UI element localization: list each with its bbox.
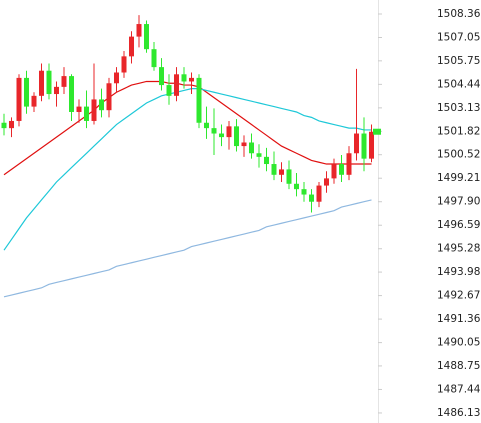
candle-body <box>249 142 254 154</box>
moving-average-line <box>3 80 372 176</box>
y-tick-label: 1496.59 <box>437 219 480 231</box>
candle-body <box>39 70 44 96</box>
y-tick-label: 1486.13 <box>437 407 480 419</box>
candle-body <box>136 24 142 37</box>
candle-body <box>316 185 322 202</box>
candle-body <box>286 169 292 184</box>
candle-body <box>114 72 119 84</box>
y-tick-label: 1505.75 <box>437 55 480 67</box>
candle-body <box>1 122 7 129</box>
candle-body <box>264 156 269 165</box>
candle-body <box>61 76 67 87</box>
moving-average-line <box>3 88 372 251</box>
y-tick-label: 1508.36 <box>437 8 481 20</box>
last-price-marker <box>373 128 381 135</box>
candle-body <box>24 77 29 107</box>
y-tick-label: 1500.52 <box>437 149 480 161</box>
y-tick-label: 1488.75 <box>437 360 480 372</box>
y-tick-label: 1493.98 <box>437 266 480 278</box>
candle-body <box>211 128 217 134</box>
candle-body <box>271 164 277 175</box>
candle-body <box>69 76 74 112</box>
candle-body <box>76 106 82 112</box>
candle-body <box>106 83 112 111</box>
candle-body <box>84 106 89 121</box>
y-tick-label: 1490.05 <box>437 337 480 349</box>
candle-body <box>346 153 352 175</box>
y-tick-label: 1501.82 <box>437 125 480 137</box>
y-tick-label: 1503.13 <box>437 102 480 114</box>
y-tick-label: 1499.21 <box>437 172 480 184</box>
candle-body <box>99 99 104 111</box>
candle-body <box>16 77 22 121</box>
candle-body <box>369 131 374 159</box>
candle-body <box>144 24 149 50</box>
candle-body <box>324 178 329 186</box>
candle-body <box>241 142 247 147</box>
candle-body <box>279 169 284 175</box>
candle-body <box>166 85 172 96</box>
candle-body <box>46 70 52 95</box>
candle-body <box>159 67 164 86</box>
candle-body <box>219 133 224 138</box>
candle-body <box>331 164 337 179</box>
y-tick-label: 1487.44 <box>437 383 481 395</box>
candle-body <box>9 120 14 129</box>
candle-body <box>294 183 299 190</box>
candle-body <box>151 49 157 68</box>
candle-body <box>204 122 209 129</box>
candle-body <box>31 95 37 107</box>
candle-body <box>174 74 179 96</box>
candle-body <box>54 86 59 95</box>
y-tick-label: 1507.05 <box>437 32 480 44</box>
candle-body <box>129 36 134 57</box>
candle-body <box>121 56 127 73</box>
y-tick-label: 1492.67 <box>437 290 480 302</box>
candle-body <box>256 153 262 157</box>
candle-body <box>91 99 97 121</box>
candle-body <box>196 77 202 123</box>
candle-body <box>339 164 344 175</box>
candle-body <box>354 133 359 154</box>
candle-body <box>189 77 194 82</box>
y-tick-label: 1495.28 <box>437 243 480 255</box>
candle-body <box>361 133 367 159</box>
y-tick-label: 1497.90 <box>437 196 480 208</box>
candle-body <box>226 126 232 138</box>
y-tick-label: 1491.36 <box>437 313 481 325</box>
candle-body <box>309 194 314 202</box>
candle-body <box>181 74 187 82</box>
moving-average-line <box>3 199 372 298</box>
candle-body <box>301 189 307 195</box>
y-tick-label: 1504.44 <box>437 78 481 90</box>
candle-body <box>234 126 239 147</box>
